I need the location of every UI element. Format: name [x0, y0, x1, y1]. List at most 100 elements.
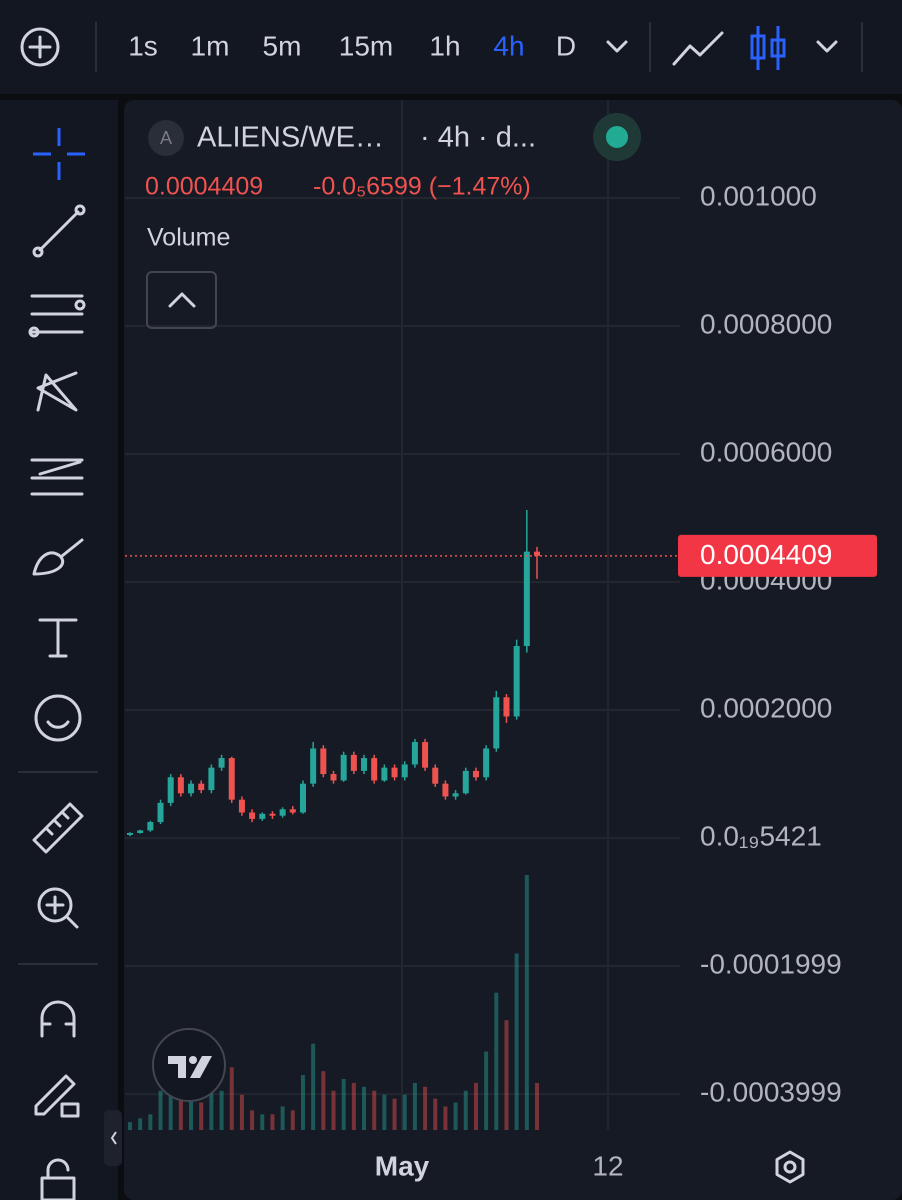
- volume-bar: [423, 1086, 428, 1130]
- interval-button[interactable]: 15m: [339, 30, 393, 61]
- ruler-tool[interactable]: [32, 802, 84, 854]
- add-symbol-button[interactable]: [20, 27, 60, 67]
- lock-drawings-tool[interactable]: [34, 1074, 80, 1118]
- plot: May 120.0010000.00080000.00060000.0004000…: [125, 100, 877, 1181]
- trend-line-tool[interactable]: [32, 204, 86, 258]
- magnet-tool[interactable]: [40, 1000, 76, 1038]
- x-tick-label: May: [375, 1150, 430, 1181]
- volume-bar: [392, 1098, 397, 1130]
- volume-bar: [158, 1090, 163, 1130]
- candle-body: [238, 799, 245, 813]
- candle-body: [503, 697, 510, 717]
- symbol-interval: · 4h · d...: [420, 122, 536, 154]
- volume-bar: [229, 1067, 234, 1130]
- interval-button[interactable]: 1s: [128, 30, 158, 61]
- volume-bar: [311, 1043, 316, 1130]
- candle-body: [452, 793, 459, 797]
- interval-button[interactable]: D: [556, 30, 576, 61]
- candle-body: [442, 783, 449, 797]
- volume-bar: [443, 1106, 448, 1130]
- y-tick-label: 0.001000: [700, 180, 817, 211]
- line-chart-button[interactable]: [672, 31, 724, 66]
- volume-bar: [199, 1102, 204, 1130]
- tradingview-logo[interactable]: [152, 1028, 226, 1102]
- candle-body: [371, 758, 378, 781]
- candle-body: [249, 812, 256, 819]
- unlock-tool[interactable]: [40, 1158, 76, 1200]
- volume-bar: [524, 875, 529, 1130]
- candle-body: [391, 767, 398, 778]
- chart-type-dropdown[interactable]: [816, 40, 838, 53]
- volume-bar: [138, 1118, 143, 1130]
- candle-chart-button[interactable]: [750, 26, 786, 70]
- volume-bar: [300, 1075, 305, 1130]
- candle-body: [137, 830, 144, 833]
- symbol: ALIENS/WE…: [197, 122, 384, 154]
- volume-bar: [463, 1090, 468, 1130]
- last-price-label: 0.0004409: [700, 539, 832, 570]
- text-tool[interactable]: [38, 618, 78, 658]
- candle-body: [513, 646, 520, 717]
- emoji-tool[interactable]: [34, 694, 82, 742]
- volume-bar: [290, 1110, 295, 1130]
- candle-body: [127, 832, 133, 835]
- y-tick-label: 0.0006000: [700, 436, 832, 467]
- candle-body: [289, 809, 296, 813]
- fib-tool[interactable]: [28, 294, 86, 338]
- candle-body: [493, 697, 500, 749]
- candle-body: [320, 748, 327, 775]
- symbol-badge-text: A: [160, 128, 172, 148]
- volume-bar: [148, 1114, 153, 1130]
- volume-bar: [535, 1082, 539, 1130]
- interval-button[interactable]: 1h: [429, 30, 460, 61]
- candle-body: [177, 777, 184, 794]
- candle-body: [523, 551, 530, 647]
- legend-price: 0.0004409: [145, 173, 263, 201]
- interval-button[interactable]: 4h: [493, 30, 524, 61]
- y-tick-label: 0.0002000: [700, 692, 832, 723]
- volume-bar: [219, 1090, 224, 1130]
- intervals: 1s 1m 5m 15m 1h 4h D: [128, 30, 576, 61]
- candle-body: [157, 802, 164, 823]
- legend-change: -0.0₅6599 (−1.47%): [313, 173, 531, 201]
- candle-body: [432, 767, 439, 784]
- candle-body: [259, 813, 266, 819]
- last-price-tag: [678, 534, 877, 577]
- brush-tool[interactable]: [32, 538, 84, 576]
- candle-body: [350, 754, 357, 771]
- candle-body: [167, 777, 174, 803]
- volume-bar: [514, 953, 519, 1130]
- candle-body: [218, 758, 225, 768]
- volume-bar: [402, 1094, 407, 1130]
- interval-dropdown[interactable]: [606, 40, 628, 53]
- volume-bar: [209, 1075, 214, 1130]
- settings-button[interactable]: [775, 1150, 805, 1184]
- candle-body: [462, 770, 469, 794]
- indicator-name: Volume: [147, 224, 230, 252]
- interval-button[interactable]: 1m: [191, 30, 230, 61]
- candle-body: [422, 742, 429, 768]
- candle-body: [310, 748, 317, 784]
- projection-tool[interactable]: [30, 458, 84, 496]
- candle-body: [361, 758, 368, 771]
- zoom-tool[interactable]: [37, 887, 79, 929]
- volume-bar: [260, 1114, 265, 1130]
- collapse-legend[interactable]: [146, 271, 217, 329]
- crosshair-tool[interactable]: [33, 128, 85, 180]
- candle-body: [534, 551, 540, 556]
- candle-body: [228, 758, 235, 800]
- candle-body: [198, 783, 205, 791]
- volume-bar: [484, 1051, 489, 1130]
- interval-button[interactable]: 5m: [263, 30, 302, 61]
- candle-body: [401, 764, 408, 778]
- pattern-tool[interactable]: [36, 371, 78, 412]
- candle-body: [381, 767, 388, 781]
- volume-bar: [250, 1110, 255, 1130]
- volume-bar: [270, 1114, 275, 1130]
- candle-body: [188, 783, 195, 794]
- volume-bar: [412, 1082, 417, 1130]
- volume-bar: [453, 1102, 458, 1130]
- symbol-badge: [148, 120, 184, 156]
